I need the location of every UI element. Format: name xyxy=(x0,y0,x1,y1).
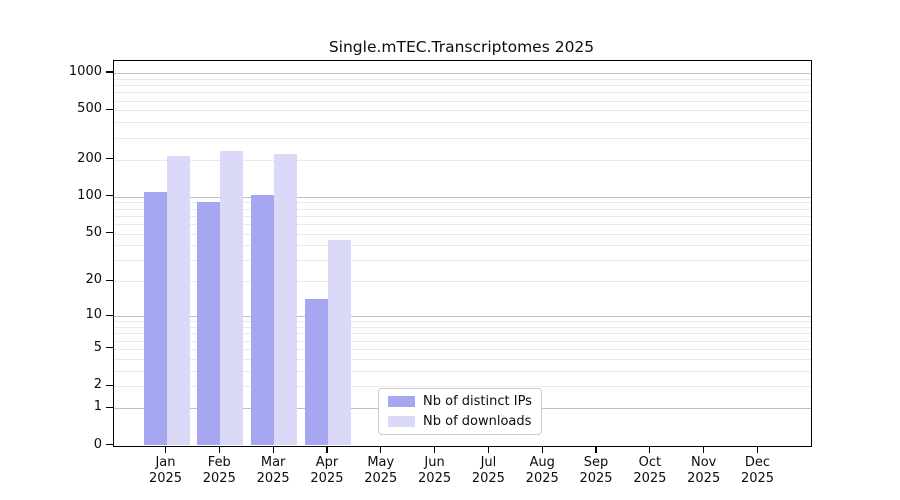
minor-gridline-400 xyxy=(114,122,811,124)
x-tick-label-aug: Aug 2025 xyxy=(525,454,559,486)
y-tick-label-200: 200 xyxy=(77,150,102,166)
y-tick-label-50: 50 xyxy=(85,224,102,240)
minor-gridline-30 xyxy=(114,260,811,262)
x-tick-label-may: May 2025 xyxy=(364,454,398,486)
y-tick-1 xyxy=(106,406,113,408)
minor-gridline-9 xyxy=(114,321,811,323)
minor-gridline-500 xyxy=(114,110,811,112)
x-tick-label-oct: Oct 2025 xyxy=(633,454,667,486)
minor-gridline-8 xyxy=(114,327,811,329)
minor-gridline-4 xyxy=(114,358,811,360)
x-tick-nov xyxy=(703,445,705,453)
minor-gridline-6 xyxy=(114,340,811,342)
minor-gridline-50 xyxy=(114,233,811,235)
y-tick-5 xyxy=(106,347,113,349)
y-tick-20 xyxy=(106,279,113,281)
legend-swatch-distinct-ips xyxy=(388,396,415,407)
y-tick-50 xyxy=(106,231,113,234)
bar-downloads-mar xyxy=(274,154,298,446)
x-tick-label-mar: Mar 2025 xyxy=(256,454,290,486)
x-tick-feb xyxy=(218,445,220,453)
x-tick-may xyxy=(380,445,382,453)
minor-gridline-80 xyxy=(114,208,811,210)
bar-ips-apr xyxy=(304,299,328,446)
legend-label-distinct-ips: Nb of distinct IPs xyxy=(423,394,532,409)
y-tick-label-0: 0 xyxy=(93,436,102,452)
x-tick-jul xyxy=(487,445,489,453)
minor-gridline-200 xyxy=(114,159,811,161)
y-tick-500 xyxy=(106,108,113,110)
bar-ips-mar xyxy=(251,195,275,446)
y-tick-label-5: 5 xyxy=(93,339,102,355)
minor-gridline-5 xyxy=(114,348,811,350)
chart-title: Single.mTEC.Transcriptomes 2025 xyxy=(328,38,595,56)
legend: Nb of distinct IPs Nb of downloads xyxy=(378,388,542,435)
bar-downloads-feb xyxy=(220,151,244,446)
x-tick-dec xyxy=(756,445,759,453)
major-gridline-100 xyxy=(114,196,811,198)
x-tick-mar xyxy=(272,445,274,453)
y-tick-label-20: 20 xyxy=(85,272,102,288)
minor-gridline-800 xyxy=(114,85,811,87)
bar-downloads-jan xyxy=(166,156,190,446)
minor-gridline-2 xyxy=(114,386,811,388)
y-tick-label-500: 500 xyxy=(77,101,102,117)
x-tick-sep xyxy=(595,445,597,453)
minor-gridline-60 xyxy=(114,223,811,225)
y-tick-10 xyxy=(106,314,113,316)
minor-gridline-600 xyxy=(114,100,811,102)
y-tick-label-10: 10 xyxy=(85,307,102,323)
x-tick-label-dec: Dec 2025 xyxy=(740,454,775,486)
x-tick-label-feb: Feb 2025 xyxy=(202,454,236,486)
minor-gridline-70 xyxy=(114,215,811,217)
y-tick-label-2: 2 xyxy=(93,377,102,393)
bar-ips-jan xyxy=(143,191,167,446)
x-tick-label-jun: Jun 2025 xyxy=(418,454,452,486)
x-tick-label-apr: Apr 2025 xyxy=(310,454,344,486)
major-gridline-1000 xyxy=(114,73,811,74)
y-tick-0 xyxy=(106,443,113,446)
y-tick-label-1000: 1000 xyxy=(68,64,102,79)
minor-gridline-7 xyxy=(114,333,811,335)
y-tick-2 xyxy=(106,384,113,386)
x-tick-jun xyxy=(433,445,436,453)
x-tick-apr xyxy=(326,445,328,453)
x-tick-label-jan: Jan 2025 xyxy=(148,454,183,486)
minor-gridline-900 xyxy=(114,78,811,80)
bar-downloads-apr xyxy=(327,240,351,446)
minor-gridline-20 xyxy=(114,281,811,283)
legend-label-downloads: Nb of downloads xyxy=(423,414,532,429)
minor-gridline-40 xyxy=(114,245,811,247)
y-tick-200 xyxy=(106,157,113,160)
y-tick-100 xyxy=(106,195,113,197)
x-tick-label-sep: Sep 2025 xyxy=(579,454,613,486)
minor-gridline-300 xyxy=(114,137,811,139)
y-tick-1000 xyxy=(106,71,113,73)
legend-item-distinct-ips: Nb of distinct IPs xyxy=(379,393,541,410)
x-tick-oct xyxy=(649,445,651,453)
legend-item-downloads: Nb of downloads xyxy=(379,413,541,430)
minor-gridline-3 xyxy=(114,370,811,372)
x-tick-label-jul: Jul 2025 xyxy=(471,454,505,486)
legend-swatch-downloads xyxy=(388,416,415,427)
y-tick-label-100: 100 xyxy=(77,187,102,203)
bar-ips-feb xyxy=(197,202,221,446)
x-tick-label-nov: Nov 2025 xyxy=(687,454,721,486)
minor-gridline-700 xyxy=(114,92,811,94)
y-tick-label-1: 1 xyxy=(93,399,102,415)
minor-gridline-90 xyxy=(114,202,811,204)
x-tick-jan xyxy=(164,445,167,453)
major-gridline-10 xyxy=(114,316,811,318)
x-tick-aug xyxy=(541,445,543,453)
